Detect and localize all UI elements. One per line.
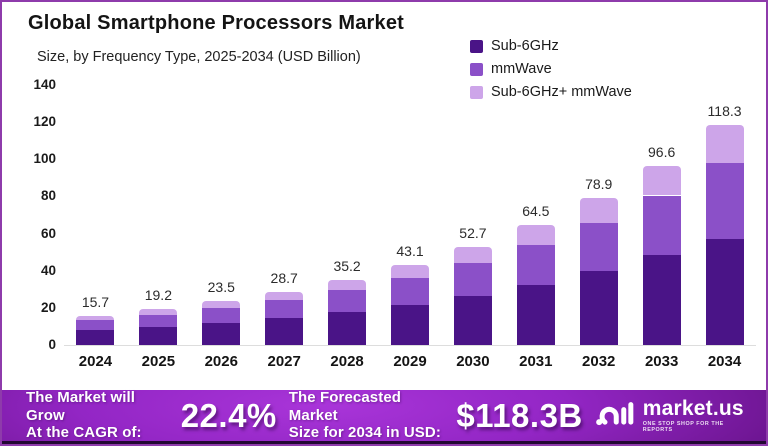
cagr-label: The Market will Grow At the CAGR of: [26,388,142,442]
forecast-value: $118.3B [456,396,583,434]
bar-segment [139,315,178,327]
y-axis-tick-label: 120 [33,114,56,130]
x-axis-year-label: 2025 [141,353,176,370]
x-axis-year-label: 2031 [519,353,553,370]
legend-item: Sub-6GHz+ mmWave [470,84,632,100]
y-axis-tick-label: 140 [33,77,56,92]
bar-segment [139,326,178,345]
bar-segment [328,290,367,312]
bar-total-label: 19.2 [144,287,172,304]
legend-swatch-icon [470,39,483,53]
bar-segment [76,315,115,321]
bar-segment [642,195,681,256]
x-axis-year-label: 2028 [330,353,364,370]
marketus-swirl-icon [595,396,635,435]
bar-total-label: 15.7 [81,293,110,310]
bar-segment [705,239,744,345]
legend-label: Sub-6GHz [491,38,559,54]
x-axis-year-label: 2030 [456,353,490,370]
legend-label: Sub-6GHz+ mmWave [491,84,632,100]
x-axis-year-label: 2034 [707,353,742,370]
bar-segment [76,320,115,330]
banner-content: The Market will Grow At the CAGR of: 22.… [0,388,768,442]
bar-segment [705,163,744,240]
logo-name: market.us [642,397,744,421]
bar-segment [453,263,492,296]
y-axis-tick-label: 40 [40,262,56,278]
marketus-logo: market.us ONE STOP SHOP FOR THE REPORTS [595,396,748,435]
bar-total-label: 43.1 [396,242,424,259]
bar-segment [265,317,304,345]
bar-total-label: 52.7 [459,225,487,242]
bar-segment [453,295,492,345]
bar-total-label: 23.5 [207,279,235,296]
x-axis-year-label: 2026 [204,353,238,370]
bar-segment [202,322,241,345]
bar-segment [516,244,555,285]
bar-segment [642,255,681,345]
x-axis-year-label: 2027 [267,353,301,370]
bottom-banner: The Market will Grow At the CAGR of: 22.… [0,388,768,446]
bar-total-label: 64.5 [522,203,550,220]
bar-segment [265,300,304,318]
bar-segment [391,264,429,279]
y-axis-tick-label: 80 [40,188,56,204]
bar-segment [328,311,367,345]
legend: Sub-6GHz mmWave Sub-6GHz+ mmWave [470,38,632,100]
bar-segment [579,198,618,223]
y-axis-tick-label: 20 [40,299,56,315]
banner-bottom-strip [0,441,768,446]
x-axis-year-label: 2032 [582,353,616,370]
logo-text: market.us ONE STOP SHOP FOR THE REPORTS [643,398,748,433]
bar-segment [391,278,429,305]
legend-swatch-icon [470,62,483,76]
bar-total-label: 118.3 [707,103,742,120]
y-axis-tick-label: 60 [40,225,56,241]
bar-segment [139,309,178,316]
bar-segment [265,291,304,301]
x-axis-year-label: 2029 [393,353,427,370]
bar-total-label: 35.2 [333,257,361,274]
bar-segment [642,165,681,196]
page-subtitle: Size, by Frequency Type, 2025-2034 (USD … [37,49,361,65]
x-axis-year-label: 2033 [644,353,679,370]
bar-segment [391,304,429,345]
bar-total-label: 78.9 [585,176,613,193]
bar-segment [76,329,115,345]
bar-segment [579,222,618,272]
x-axis-year-label: 2024 [78,353,113,370]
bar-segment [516,284,555,345]
y-axis-tick-label: 0 [48,337,56,352]
legend-item: Sub-6GHz [470,38,632,54]
bar-segment [579,271,618,345]
legend-swatch-icon [470,85,483,99]
bar-segment [202,301,241,309]
bar-total-label: 28.7 [270,269,298,286]
bar-total-label: 96.6 [648,143,676,160]
page-title: Global Smartphone Processors Market [28,12,405,34]
logo-tagline: ONE STOP SHOP FOR THE REPORTS [642,421,724,433]
bar-segment [705,125,744,164]
bar-segment [202,308,241,323]
legend-label: mmWave [491,61,552,77]
bar-segment [453,247,492,264]
forecast-label: The Forecasted Market Size for 2034 in U… [288,388,441,442]
bar-segment [328,279,367,291]
bar-segment [516,225,555,245]
x-axis-line [64,345,756,346]
y-axis-tick-label: 100 [33,151,56,167]
legend-item: mmWave [470,61,632,77]
cagr-value: 22.4% [180,396,277,434]
